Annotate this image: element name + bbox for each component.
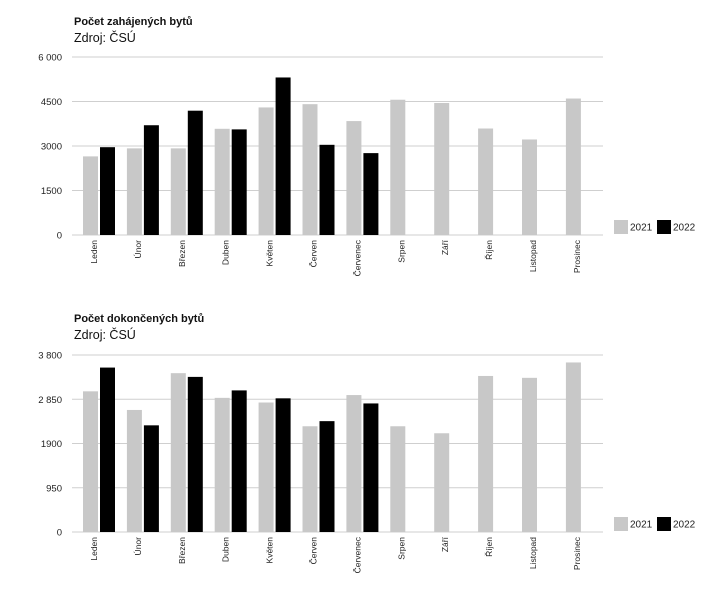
bar-2021 bbox=[258, 402, 274, 532]
x-category-label: Listopad bbox=[528, 240, 538, 272]
bar-2022 bbox=[143, 125, 159, 235]
chart-subtitle: Zdroj: ČSÚ bbox=[74, 31, 136, 45]
bar-2022 bbox=[143, 425, 159, 532]
y-tick-label: 0 bbox=[57, 528, 62, 539]
bar-2021 bbox=[434, 433, 450, 532]
bar-2021 bbox=[214, 128, 230, 235]
x-category-label: Říjen bbox=[484, 240, 494, 260]
x-category-label: Únor bbox=[133, 537, 143, 556]
x-category-label: Říjen bbox=[484, 537, 494, 557]
x-category-label: Září bbox=[440, 536, 450, 552]
legend-label: 2022 bbox=[673, 520, 696, 531]
x-category-label: Červen bbox=[309, 537, 319, 565]
x-category-label: Duben bbox=[221, 537, 231, 562]
bar-2021 bbox=[565, 362, 581, 532]
bar-2022 bbox=[231, 390, 247, 532]
x-category-label: Listopad bbox=[528, 537, 538, 569]
chart-started-flats: Počet zahájených bytů Zdroj: ČSÚ 0 1500 30… bbox=[0, 0, 728, 300]
bar-2022 bbox=[187, 110, 203, 235]
x-category-label: Květen bbox=[265, 240, 275, 267]
y-tick-label: 6 000 bbox=[38, 53, 62, 64]
x-category-label: Prosinec bbox=[572, 239, 582, 273]
x-category-label: Červenec bbox=[352, 536, 362, 573]
bar-2021 bbox=[390, 426, 406, 532]
y-tick-label: 1500 bbox=[41, 186, 62, 197]
y-tick-label: 950 bbox=[46, 483, 62, 494]
legend-label: 2021 bbox=[630, 223, 653, 234]
y-tick-label: 2 850 bbox=[38, 395, 62, 406]
x-category-label: Duben bbox=[221, 240, 231, 265]
x-category-label: Srpen bbox=[396, 537, 406, 560]
bar-2021 bbox=[83, 391, 98, 532]
bar-2021 bbox=[126, 148, 142, 235]
y-tick-label: 1900 bbox=[41, 439, 62, 450]
x-category-label: Červen bbox=[309, 240, 319, 268]
bar-2021 bbox=[302, 104, 318, 235]
y-tick-label: 3000 bbox=[41, 142, 62, 153]
bar-2021 bbox=[478, 375, 494, 532]
x-category-label: Září bbox=[440, 239, 450, 255]
bar-2021 bbox=[83, 156, 98, 235]
legend-swatch bbox=[657, 517, 671, 531]
x-category-label: Leden bbox=[89, 240, 99, 264]
bar-2021 bbox=[434, 102, 450, 235]
x-category-label: Březen bbox=[177, 537, 187, 564]
bar-2021 bbox=[522, 377, 537, 532]
y-tick-label: 4500 bbox=[41, 97, 62, 108]
bar-2021 bbox=[302, 426, 318, 532]
bar-2022 bbox=[363, 403, 379, 532]
x-category-label: Prosinec bbox=[572, 536, 582, 570]
legend-swatch bbox=[614, 220, 628, 234]
chart-plot: 0 1500 3000 4500 6 000 Leden Únor Březen Duben Kv… bbox=[38, 53, 696, 277]
bar-2022 bbox=[187, 376, 203, 532]
bar-2021 bbox=[214, 397, 230, 532]
x-category-label: Květen bbox=[265, 537, 275, 564]
legend-swatch bbox=[614, 517, 628, 531]
chart-plot: 0 950 1900 2 850 3 800 Leden Únor Březen Duben Kv… bbox=[38, 351, 696, 574]
bar-2021 bbox=[346, 121, 362, 235]
bar-2021 bbox=[170, 373, 186, 532]
x-category-label: Červenec bbox=[352, 239, 362, 276]
bar-2022 bbox=[363, 153, 379, 235]
bar-2021 bbox=[565, 98, 581, 236]
bar-2022 bbox=[319, 144, 335, 235]
bar-2021 bbox=[522, 139, 537, 235]
chart-completed-flats: Počet dokončených bytů Zdroj: ČSÚ 0 950 19… bbox=[0, 300, 728, 612]
bar-2022 bbox=[100, 367, 115, 532]
chart-title: Počet dokončených bytů bbox=[74, 313, 205, 325]
x-category-label: Únor bbox=[133, 240, 143, 259]
bar-2021 bbox=[478, 128, 494, 235]
bar-2021 bbox=[346, 395, 362, 532]
legend-label: 2022 bbox=[673, 223, 696, 234]
chart-title: Počet zahájených bytů bbox=[74, 16, 193, 28]
bar-2022 bbox=[231, 129, 247, 235]
x-category-label: Březen bbox=[177, 240, 187, 267]
legend-label: 2021 bbox=[630, 520, 653, 531]
bar-2021 bbox=[390, 99, 406, 235]
bar-2021 bbox=[170, 148, 186, 235]
x-category-label: Leden bbox=[89, 537, 99, 561]
bar-2021 bbox=[126, 409, 142, 532]
bar-2022 bbox=[319, 421, 335, 532]
bar-2022 bbox=[275, 398, 291, 532]
y-tick-label: 3 800 bbox=[38, 351, 62, 362]
bar-2022 bbox=[100, 147, 115, 235]
y-tick-label: 0 bbox=[57, 231, 62, 242]
bar-2021 bbox=[258, 107, 274, 235]
bar-2022 bbox=[275, 77, 291, 235]
chart-subtitle: Zdroj: ČSÚ bbox=[74, 328, 136, 342]
legend-swatch bbox=[657, 220, 671, 234]
x-category-label: Srpen bbox=[396, 240, 406, 263]
